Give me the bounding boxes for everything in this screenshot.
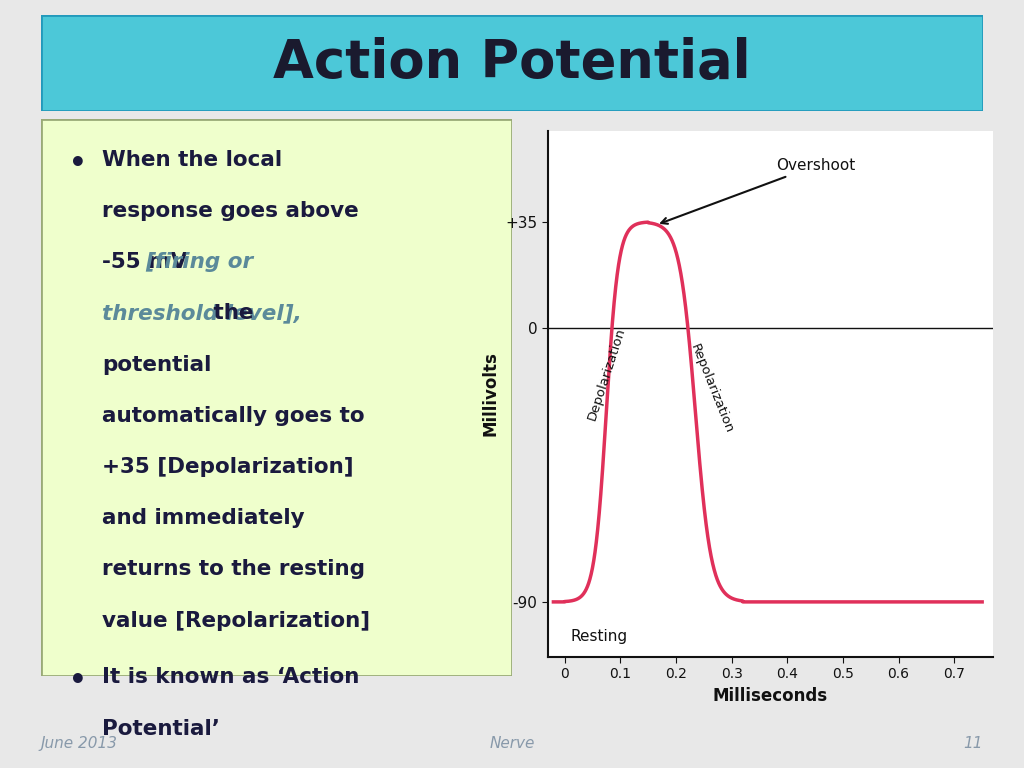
Text: automatically goes to: automatically goes to (102, 406, 365, 425)
Y-axis label: Millivolts: Millivolts (481, 351, 500, 436)
Text: +35 [Depolarization]: +35 [Depolarization] (102, 457, 354, 477)
Text: Potential’: Potential’ (102, 719, 220, 739)
Text: Repolarization: Repolarization (688, 343, 736, 435)
FancyBboxPatch shape (41, 119, 512, 676)
Text: value [Repolarization]: value [Repolarization] (102, 611, 371, 631)
Text: •: • (70, 667, 87, 696)
Text: June 2013: June 2013 (41, 736, 118, 750)
Text: the: the (206, 303, 254, 323)
Text: Nerve: Nerve (489, 736, 535, 750)
Text: Depolarization: Depolarization (585, 326, 628, 422)
Text: It is known as ‘Action: It is known as ‘Action (102, 667, 359, 687)
Text: Action Potential: Action Potential (273, 38, 751, 89)
Text: -55 mV: -55 mV (102, 252, 195, 272)
Text: Resting: Resting (570, 629, 628, 644)
Text: returns to the resting: returns to the resting (102, 559, 366, 580)
Text: When the local: When the local (102, 150, 283, 170)
Text: and immediately: and immediately (102, 508, 305, 528)
Text: potential: potential (102, 355, 212, 375)
X-axis label: Milliseconds: Milliseconds (713, 687, 828, 704)
Text: response goes above: response goes above (102, 201, 359, 221)
Text: Overshoot: Overshoot (662, 158, 855, 223)
Text: [firing or: [firing or (145, 252, 253, 272)
Text: •: • (70, 150, 87, 177)
FancyBboxPatch shape (41, 15, 983, 111)
Text: 11: 11 (964, 736, 983, 750)
Text: threshold level],: threshold level], (102, 303, 302, 323)
